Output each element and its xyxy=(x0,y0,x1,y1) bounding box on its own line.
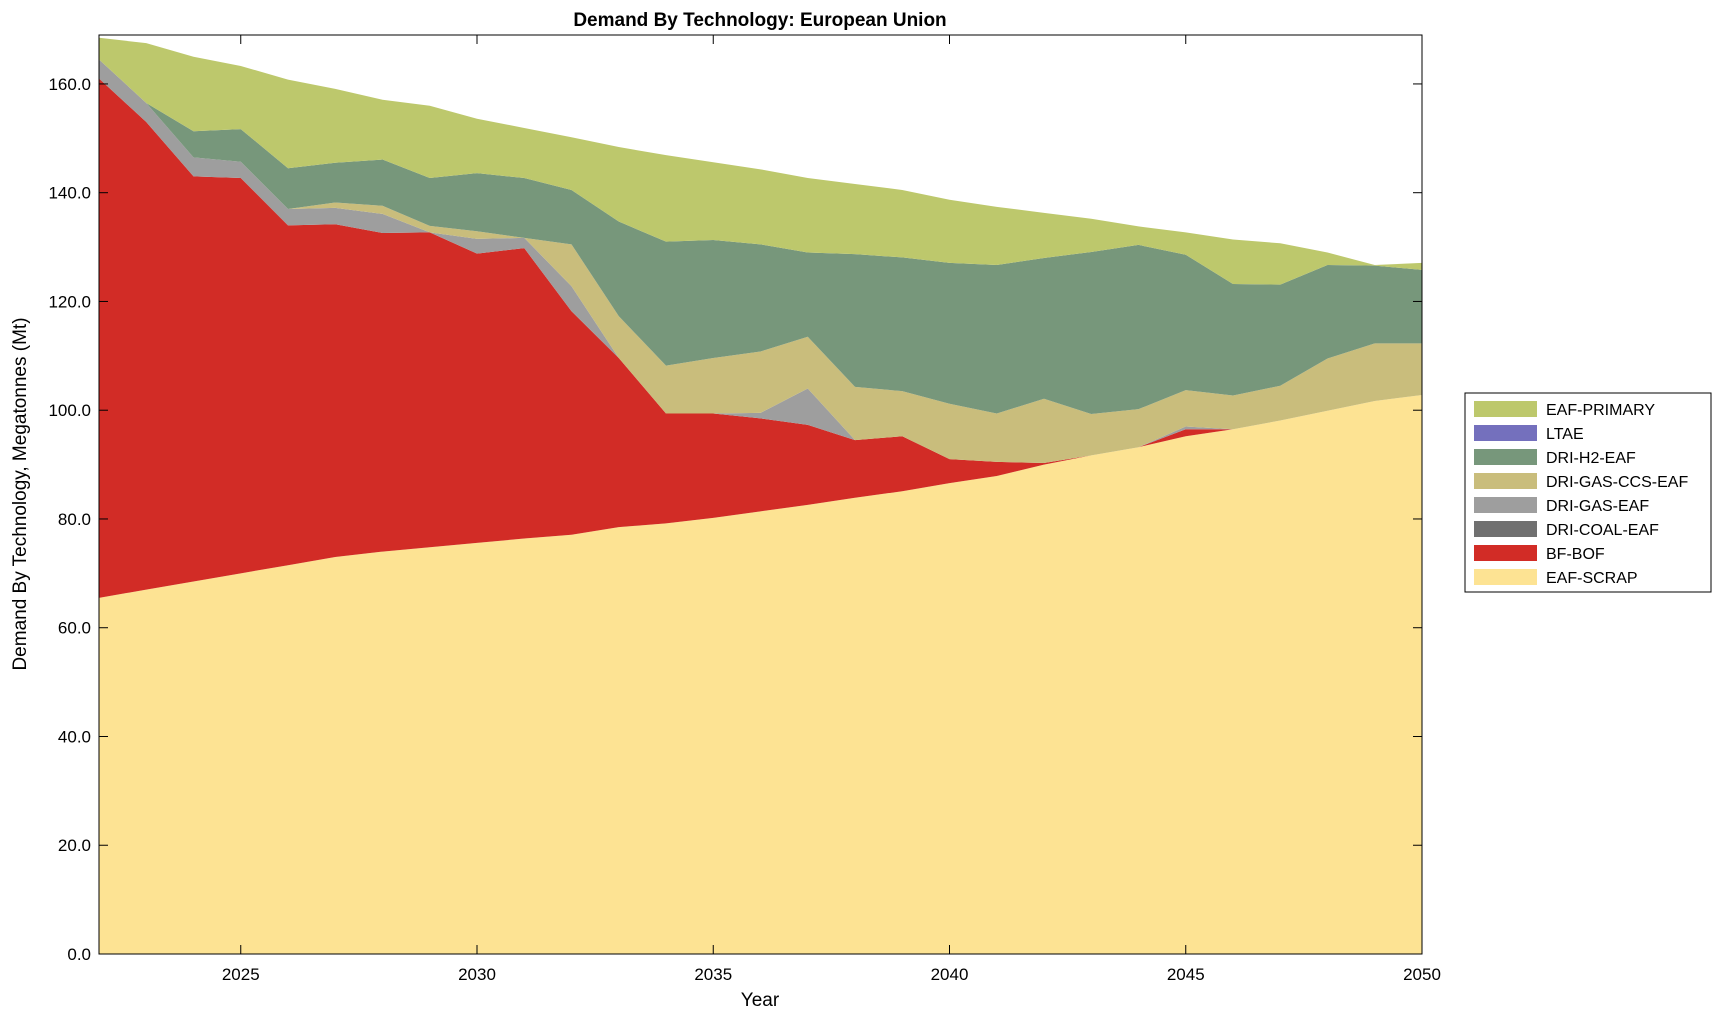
y-tick-label: 20.0 xyxy=(58,836,91,855)
legend: EAF-PRIMARY LTAE DRI-H2-EAF DRI-GAS-CCS-EAF… xyxy=(1464,392,1712,593)
legend-label-dri-h2-eaf: DRI-H2-EAF xyxy=(1546,450,1636,467)
x-tick-label: 2035 xyxy=(694,965,732,984)
legend-label-dri-gas-ccs-eaf: DRI-GAS-CCS-EAF xyxy=(1546,474,1688,491)
y-tick-label: 120.0 xyxy=(48,292,91,311)
legend-label-eaf-primary: EAF-PRIMARY xyxy=(1546,402,1655,419)
plot-area xyxy=(99,37,1422,954)
x-tick-label: 2030 xyxy=(458,965,496,984)
x-tick-label: 2025 xyxy=(222,965,260,984)
y-tick-label: 80.0 xyxy=(58,510,91,529)
x-axis-label: Year xyxy=(741,990,780,1011)
y-axis-label: Demand By Technology, Megatonnes (Mt) xyxy=(10,317,31,670)
y-tick-label: 40.0 xyxy=(58,727,91,746)
legend-swatch-dri-gas-ccs-eaf xyxy=(1474,473,1537,489)
y-tick-label: 100.0 xyxy=(48,401,91,420)
x-tick-label: 2040 xyxy=(931,965,969,984)
legend-swatch-bf-bof xyxy=(1474,545,1537,561)
legend-swatch-dri-gas-eaf xyxy=(1474,497,1537,513)
chart-title: Demand By Technology: European Union xyxy=(573,10,946,31)
x-axis: 2025 2030 2035 2040 2045 2050 xyxy=(222,35,1441,984)
area-series-bf-bof xyxy=(99,78,1422,598)
y-tick-label: 140.0 xyxy=(48,184,91,203)
area-series-eaf-scrap xyxy=(99,394,1422,954)
legend-swatch-eaf-scrap xyxy=(1474,569,1537,585)
legend-label-bf-bof: BF-BOF xyxy=(1546,546,1605,563)
x-tick-label: 2050 xyxy=(1403,965,1441,984)
area-series-dri-gas-ccs-eaf xyxy=(99,59,1422,463)
legend-swatch-dri-h2-eaf xyxy=(1474,449,1537,465)
legend-label-eaf-scrap: EAF-SCRAP xyxy=(1546,570,1638,587)
legend-swatch-ltae xyxy=(1474,425,1537,441)
legend-label-dri-coal-eaf: DRI-COAL-EAF xyxy=(1546,522,1659,539)
y-tick-label: 0.0 xyxy=(67,945,91,964)
y-axis: 0.0 20.0 40.0 60.0 80.0 100.0 120.0 140.0 160.0 xyxy=(48,75,1422,964)
plot-frame xyxy=(98,34,1423,955)
x-tick-label: 2045 xyxy=(1167,965,1205,984)
area-series-eaf-primary xyxy=(99,37,1422,285)
y-tick-label: 60.0 xyxy=(58,619,91,638)
legend-swatch-eaf-primary xyxy=(1474,401,1537,417)
area-series-dri-h2-eaf xyxy=(99,59,1422,415)
y-tick-label: 160.0 xyxy=(48,75,91,94)
legend-swatch-dri-coal-eaf xyxy=(1474,521,1537,537)
legend-label-ltae: LTAE xyxy=(1546,426,1584,443)
legend-label-dri-gas-eaf: DRI-GAS-EAF xyxy=(1546,498,1649,515)
